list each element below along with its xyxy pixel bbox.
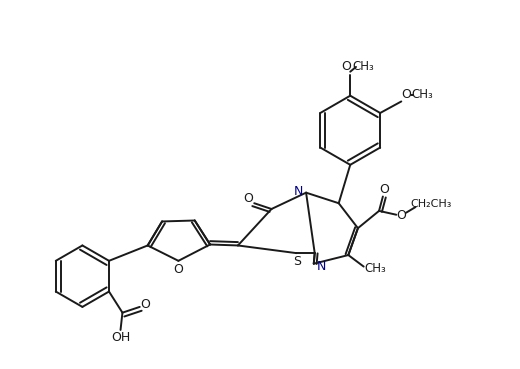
Text: S: S [293,255,302,268]
Text: O: O [396,209,406,222]
Text: O: O [342,61,352,73]
Text: CH₃: CH₃ [353,61,374,73]
Text: CH₃: CH₃ [365,262,386,275]
Text: O: O [401,88,411,101]
Text: CH₃: CH₃ [411,88,433,101]
Text: O: O [140,297,150,311]
Text: O: O [174,263,184,276]
Text: CH₂CH₃: CH₂CH₃ [410,199,451,209]
Text: N: N [317,260,326,273]
Text: OH: OH [111,331,130,344]
Text: O: O [243,192,253,205]
Text: O: O [379,183,389,196]
Text: N: N [294,185,303,198]
